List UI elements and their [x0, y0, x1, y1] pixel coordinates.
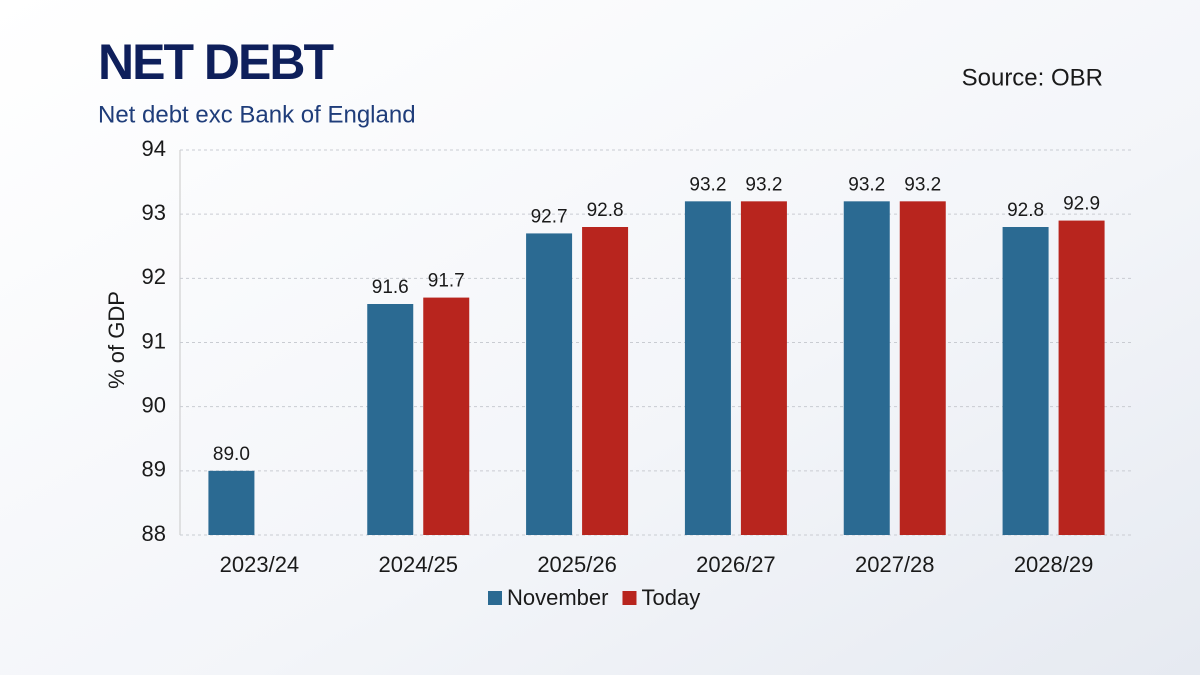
- x-tick-label: 2027/28: [855, 552, 935, 577]
- value-label: 91.6: [372, 277, 409, 298]
- y-tick-label: 94: [142, 136, 166, 161]
- bar: [526, 233, 573, 535]
- source: Source: OBR: [962, 64, 1103, 91]
- y-tick-label: 89: [142, 457, 166, 482]
- bar: [423, 297, 470, 535]
- bar: [1002, 227, 1049, 535]
- value-label: 93.2: [689, 174, 726, 195]
- bar: [367, 304, 414, 535]
- value-label: 93.2: [904, 174, 941, 195]
- value-label: 93.2: [848, 174, 885, 195]
- x-tick-label: 2028/29: [1014, 552, 1094, 577]
- y-tick-label: 91: [142, 328, 166, 353]
- bar: [1058, 220, 1105, 536]
- bar: [843, 201, 890, 536]
- value-label: 92.9: [1063, 194, 1100, 215]
- y-axis-label: % of GDP: [104, 291, 129, 389]
- value-label: 89.0: [213, 444, 250, 465]
- chart-subtitle: Net debt exc Bank of England: [98, 101, 416, 128]
- y-tick-label: 93: [142, 200, 166, 225]
- bar: [208, 470, 255, 535]
- legend-swatch: [488, 591, 502, 605]
- legend-swatch: [622, 591, 637, 605]
- bar: [582, 227, 629, 535]
- value-label: 92.8: [1007, 200, 1044, 221]
- value-label: 92.8: [587, 200, 624, 221]
- x-tick-label: 2023/24: [220, 552, 300, 577]
- x-tick-label: 2024/25: [378, 552, 458, 577]
- y-tick-label: 90: [142, 392, 166, 417]
- y-tick-label: 92: [142, 264, 166, 289]
- value-label: 91.7: [428, 271, 465, 292]
- x-tick-label: 2025/26: [537, 552, 617, 577]
- bar: [740, 201, 787, 536]
- bar: [684, 201, 731, 536]
- chart-title: NET DEBT: [98, 34, 333, 90]
- bar: [899, 201, 946, 536]
- value-label: 93.2: [745, 174, 782, 195]
- y-tick-label: 88: [142, 521, 166, 546]
- legend-label: November: [507, 585, 608, 610]
- value-label: 92.7: [531, 206, 568, 227]
- legend: November Today: [488, 585, 700, 610]
- x-tick-label: 2026/27: [696, 552, 776, 577]
- legend-label: Today: [641, 585, 700, 610]
